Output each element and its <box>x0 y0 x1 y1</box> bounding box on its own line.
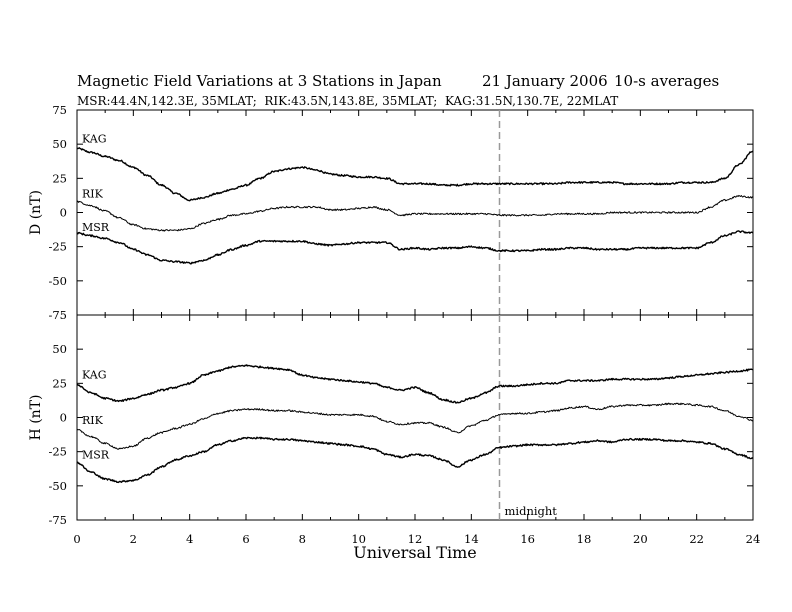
x-tick-label: 12 <box>408 532 423 546</box>
panel-frame-1 <box>76 314 754 521</box>
series-line-rik <box>76 402 754 450</box>
y-tick-label: -25 <box>48 445 67 459</box>
series-label-rik: RIK <box>82 188 104 201</box>
y-tick-label: -75 <box>48 308 67 322</box>
series-label-rik: RIK <box>82 414 104 427</box>
series-line-msr <box>76 230 754 265</box>
x-axis-label: Universal Time <box>353 543 476 562</box>
y-tick-label: -25 <box>48 240 67 254</box>
x-tick-label: 16 <box>520 532 535 546</box>
midnight-label: midnight <box>505 504 558 518</box>
chart-title: Magnetic Field Variations at 3 Stations … <box>77 72 442 90</box>
x-tick-label: 0 <box>73 532 80 546</box>
y-tick-label: 0 <box>60 206 67 220</box>
y-tick-label: 50 <box>52 342 67 356</box>
y-tick-label: -50 <box>48 479 67 493</box>
x-tick-label: 4 <box>186 532 193 546</box>
x-tick-label: 2 <box>130 532 137 546</box>
series-label-kag: KAG <box>82 132 107 145</box>
series-line-rik <box>76 194 754 232</box>
x-tick-label: 14 <box>464 532 479 546</box>
x-tick-label: 10 <box>351 532 366 546</box>
x-tick-label: 22 <box>689 532 704 546</box>
y-tick-label: 25 <box>52 376 67 390</box>
chart-averaging: 10-s averages <box>614 72 720 90</box>
series-label-msr: MSR <box>82 449 110 462</box>
x-tick-label: 8 <box>299 532 306 546</box>
x-tick-label: 6 <box>242 532 249 546</box>
y-tick-label: -75 <box>48 513 67 527</box>
series-label-kag: KAG <box>82 369 107 382</box>
y-tick-label: 75 <box>52 103 67 117</box>
y-axis-label: D (nT) <box>28 190 44 235</box>
station-coordinates: MSR:44.4N,142.3E, 35MLAT; RIK:43.5N,143.… <box>77 94 619 108</box>
x-tick-label: 24 <box>746 532 761 546</box>
series-line-kag <box>76 147 754 202</box>
y-tick-label: 25 <box>52 171 67 185</box>
y-tick-label: 0 <box>60 411 67 425</box>
series-line-kag <box>76 364 754 404</box>
y-tick-label: 50 <box>52 137 67 151</box>
y-tick-label: -50 <box>48 274 67 288</box>
x-tick-label: 18 <box>577 532 592 546</box>
series-line-msr <box>76 436 754 484</box>
chart-date: 21 January 2006 <box>482 72 608 90</box>
series-label-msr: MSR <box>82 221 110 234</box>
x-tick-label: 20 <box>633 532 648 546</box>
y-axis-label: H (nT) <box>28 395 44 441</box>
